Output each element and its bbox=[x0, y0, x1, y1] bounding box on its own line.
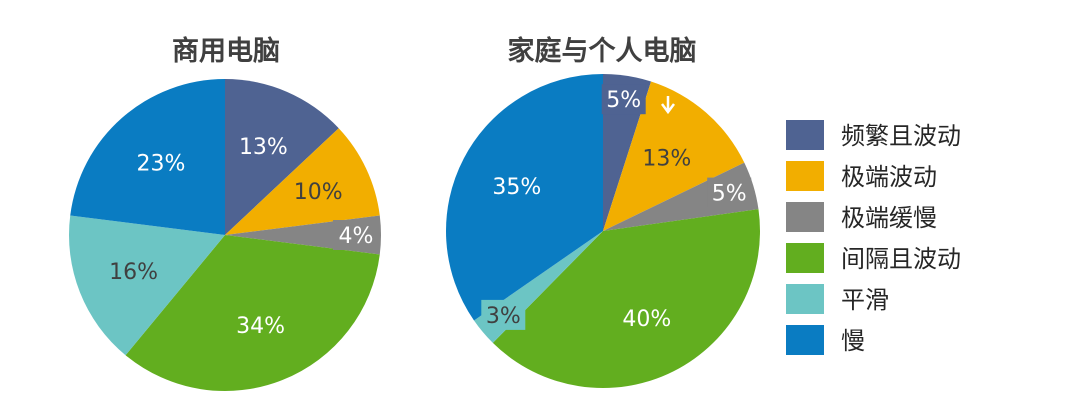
legend-swatch bbox=[786, 120, 824, 150]
legend-swatch bbox=[786, 284, 824, 314]
data-label: 5% bbox=[606, 88, 641, 113]
chart-title-home: 家庭与个人电脑 bbox=[508, 35, 697, 67]
pie-slice-home-1 bbox=[603, 81, 745, 231]
data-label-box bbox=[707, 177, 752, 208]
pie-slice-business-1 bbox=[225, 128, 380, 235]
legend-swatch bbox=[786, 202, 824, 232]
chart-title-business: 商用电脑 bbox=[172, 36, 280, 67]
pie-slice-business-5 bbox=[70, 79, 225, 235]
data-label: 40% bbox=[622, 307, 671, 332]
data-label: 4% bbox=[339, 224, 374, 249]
pie-slice-business-0 bbox=[225, 79, 339, 235]
pie-home: 5% 13% 5% 40% 3% 35% bbox=[446, 74, 760, 389]
legend-label: 极端波动 bbox=[841, 163, 937, 191]
arrow-down-icon bbox=[661, 96, 675, 115]
data-label: 13% bbox=[642, 147, 691, 172]
pie-slice-home-5 bbox=[446, 74, 603, 321]
pie-slice-business-4 bbox=[68, 215, 225, 356]
data-label: 5% bbox=[712, 182, 747, 207]
legend-label: 平滑 bbox=[841, 286, 889, 314]
data-label: 3% bbox=[486, 304, 521, 329]
data-label: 35% bbox=[492, 175, 541, 200]
pie-business: 13%10% 4% 34% 16% 23% bbox=[68, 79, 381, 392]
data-label: 34% bbox=[236, 314, 285, 339]
legend-label: 频繁且波动 bbox=[841, 122, 961, 150]
pie-slice-home-3 bbox=[492, 209, 760, 389]
pie-slice-business-3 bbox=[125, 235, 380, 392]
data-label-box bbox=[333, 220, 379, 250]
legend-label: 极端缓慢 bbox=[841, 204, 937, 232]
legend-label: 慢 bbox=[841, 327, 865, 355]
data-label-box bbox=[481, 299, 526, 330]
data-label: 23% bbox=[137, 151, 186, 176]
legend-label: 间隔且波动 bbox=[841, 245, 961, 273]
legend-swatch bbox=[786, 243, 824, 273]
legend-swatch bbox=[786, 161, 824, 191]
data-label: 16% bbox=[109, 260, 158, 285]
data-label-box bbox=[601, 84, 646, 115]
data-label: 13% bbox=[239, 135, 288, 160]
data-label: 10% bbox=[294, 180, 343, 205]
legend-swatch bbox=[786, 325, 824, 355]
